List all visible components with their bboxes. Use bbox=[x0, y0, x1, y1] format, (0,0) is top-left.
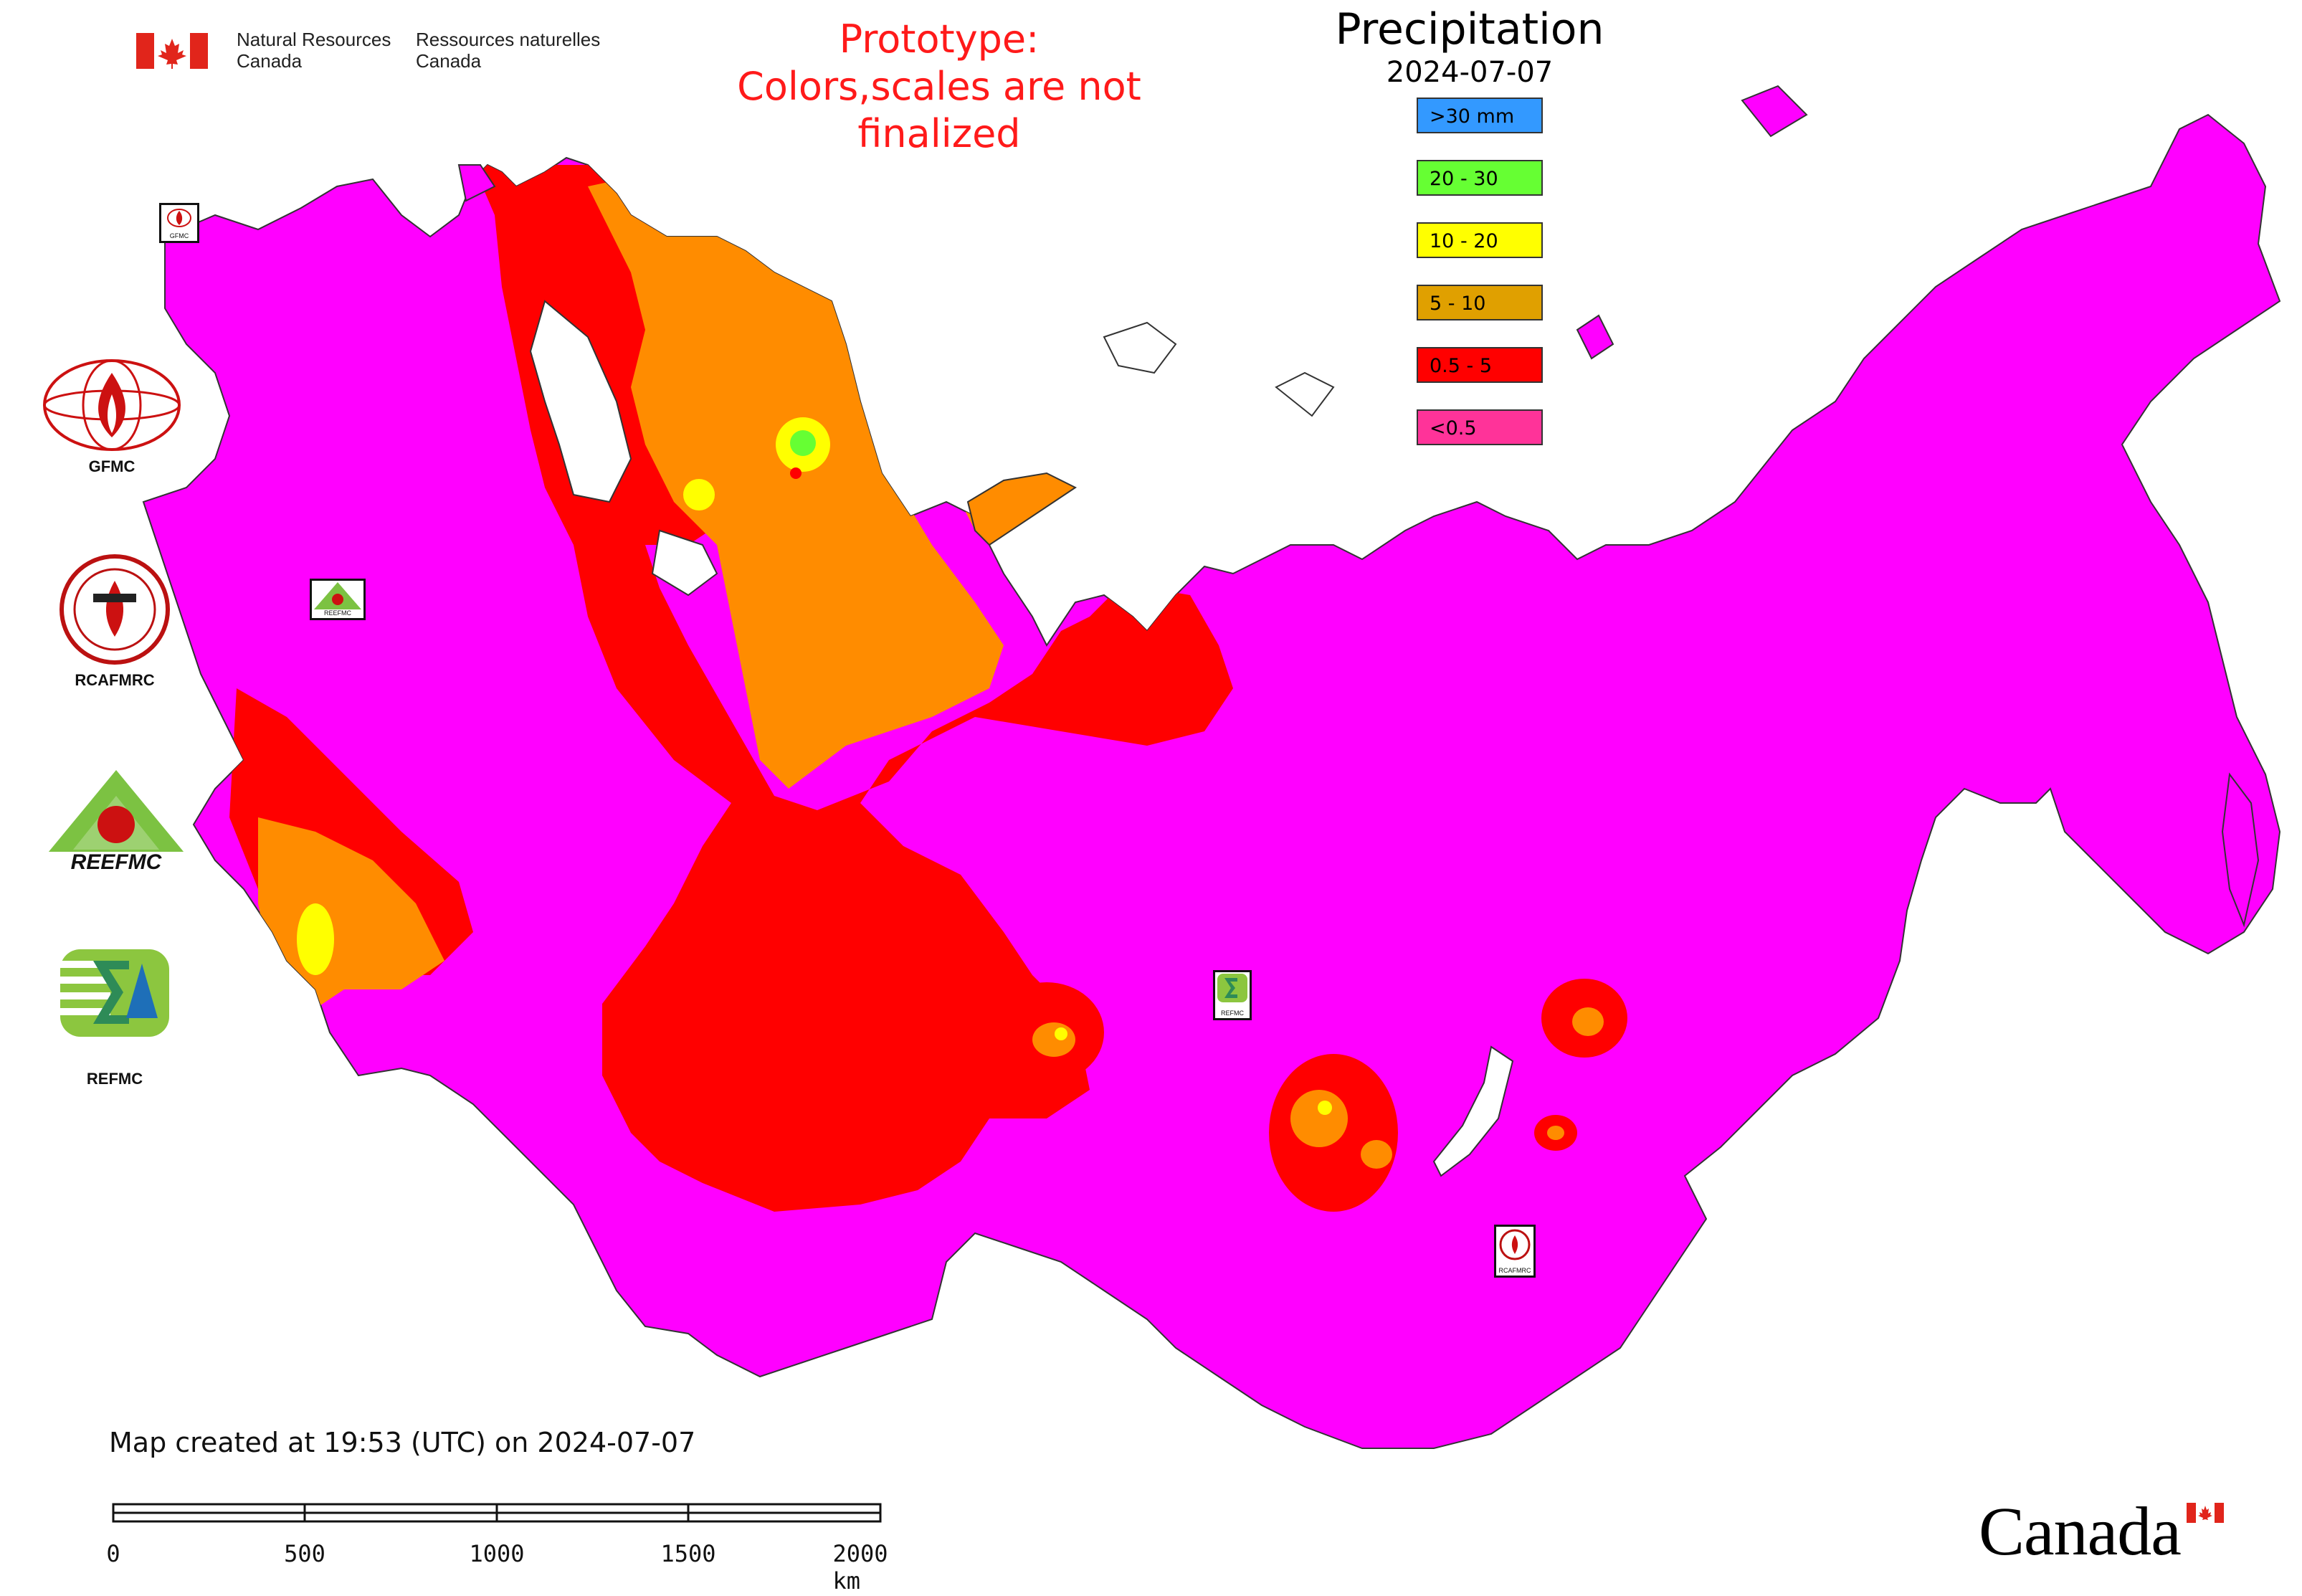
reefmc-triangle-icon bbox=[37, 770, 195, 870]
prototype-line2: Colors,scales are not finalized bbox=[737, 64, 1141, 156]
nrcan-signature: Natural Resources Canada Ressources natu… bbox=[136, 29, 624, 72]
scale-label-2000-km: 2000 km bbox=[832, 1540, 888, 1595]
reefmc-triangle-icon bbox=[314, 582, 361, 609]
rcafmrc-caption: RCAFMRC bbox=[75, 671, 155, 689]
legend-item: 5 - 10 bbox=[1417, 285, 1543, 320]
legend-title: Precipitation bbox=[1335, 4, 1604, 54]
refmc-sigma-icon bbox=[1217, 974, 1247, 1002]
station-marker-reefmc[interactable]: REEFMC bbox=[310, 579, 366, 620]
gfmc-logo: GFMC bbox=[40, 358, 184, 480]
station-label: GFMC bbox=[169, 232, 189, 239]
nrcan-name-en: Natural Resources Canada bbox=[237, 29, 391, 72]
reefmc-caption: REEFMC bbox=[70, 850, 162, 874]
map-created-text: Map created at 19:53 (UTC) on 2024-07-07 bbox=[109, 1427, 696, 1458]
scale-label-1000: 1000 bbox=[469, 1540, 525, 1567]
gfmc-caption: GFMC bbox=[88, 457, 135, 475]
refmc-logo: REFMC bbox=[57, 946, 172, 1090]
canada-flag-icon bbox=[136, 33, 208, 69]
rcafmrc-seal-icon bbox=[1499, 1229, 1531, 1260]
station-label: REFMC bbox=[1221, 1010, 1244, 1017]
canada-flag-icon bbox=[2187, 1503, 2224, 1523]
station-marker-gfmc[interactable]: GFMC bbox=[159, 203, 199, 243]
canada-wordmark-text: Canada bbox=[1979, 1493, 2182, 1569]
nrcan-fr-line1: Ressources naturelles bbox=[416, 29, 601, 50]
station-marker-refmc[interactable]: REFMC bbox=[1213, 970, 1252, 1020]
fire-leaf-globe-icon bbox=[167, 209, 191, 227]
prototype-line1: Prototype: bbox=[839, 16, 1040, 62]
refmc-sigma-icon bbox=[60, 949, 169, 1037]
scale-label-0: 0 bbox=[106, 1540, 120, 1567]
legend-item: 20 - 30 bbox=[1417, 160, 1543, 196]
refmc-caption: REFMC bbox=[86, 1070, 143, 1088]
nrcan-fr-line2: Canada bbox=[416, 50, 482, 72]
nrcan-name-fr: Ressources naturelles Canada bbox=[416, 29, 600, 72]
nrcan-en-line2: Canada bbox=[237, 50, 303, 72]
station-marker-rcafmrc[interactable]: RCAFMRC bbox=[1494, 1225, 1536, 1278]
prototype-notice: Prototype: Colors,scales are not finaliz… bbox=[660, 16, 1219, 158]
legend-date: 2024-07-07 bbox=[1386, 56, 1554, 89]
fire-leaf-globe-icon bbox=[43, 359, 181, 451]
station-label: REEFMC bbox=[324, 609, 351, 617]
scale-label-1500: 1500 bbox=[660, 1540, 716, 1567]
scale-bar-graphic bbox=[112, 1503, 882, 1523]
legend-item: 10 - 20 bbox=[1417, 222, 1543, 258]
rcafmrc-logo: RCAFMRC bbox=[57, 552, 172, 695]
legend-item: <0.5 bbox=[1417, 409, 1543, 445]
rcafmrc-seal-icon bbox=[60, 554, 170, 665]
canada-wordmark: Canada bbox=[1979, 1491, 2224, 1570]
nrcan-en-line1: Natural Resources bbox=[237, 29, 391, 50]
reefmc-logo: REEFMC bbox=[37, 767, 195, 875]
legend-item: 0.5 - 5 bbox=[1417, 347, 1543, 383]
legend-item: >30 mm bbox=[1417, 98, 1543, 133]
scale-label-500: 500 bbox=[284, 1540, 325, 1567]
station-label: RCAFMRC bbox=[1498, 1267, 1531, 1274]
scale-bar: 0 500 1000 1500 2000 km bbox=[106, 1498, 896, 1595]
